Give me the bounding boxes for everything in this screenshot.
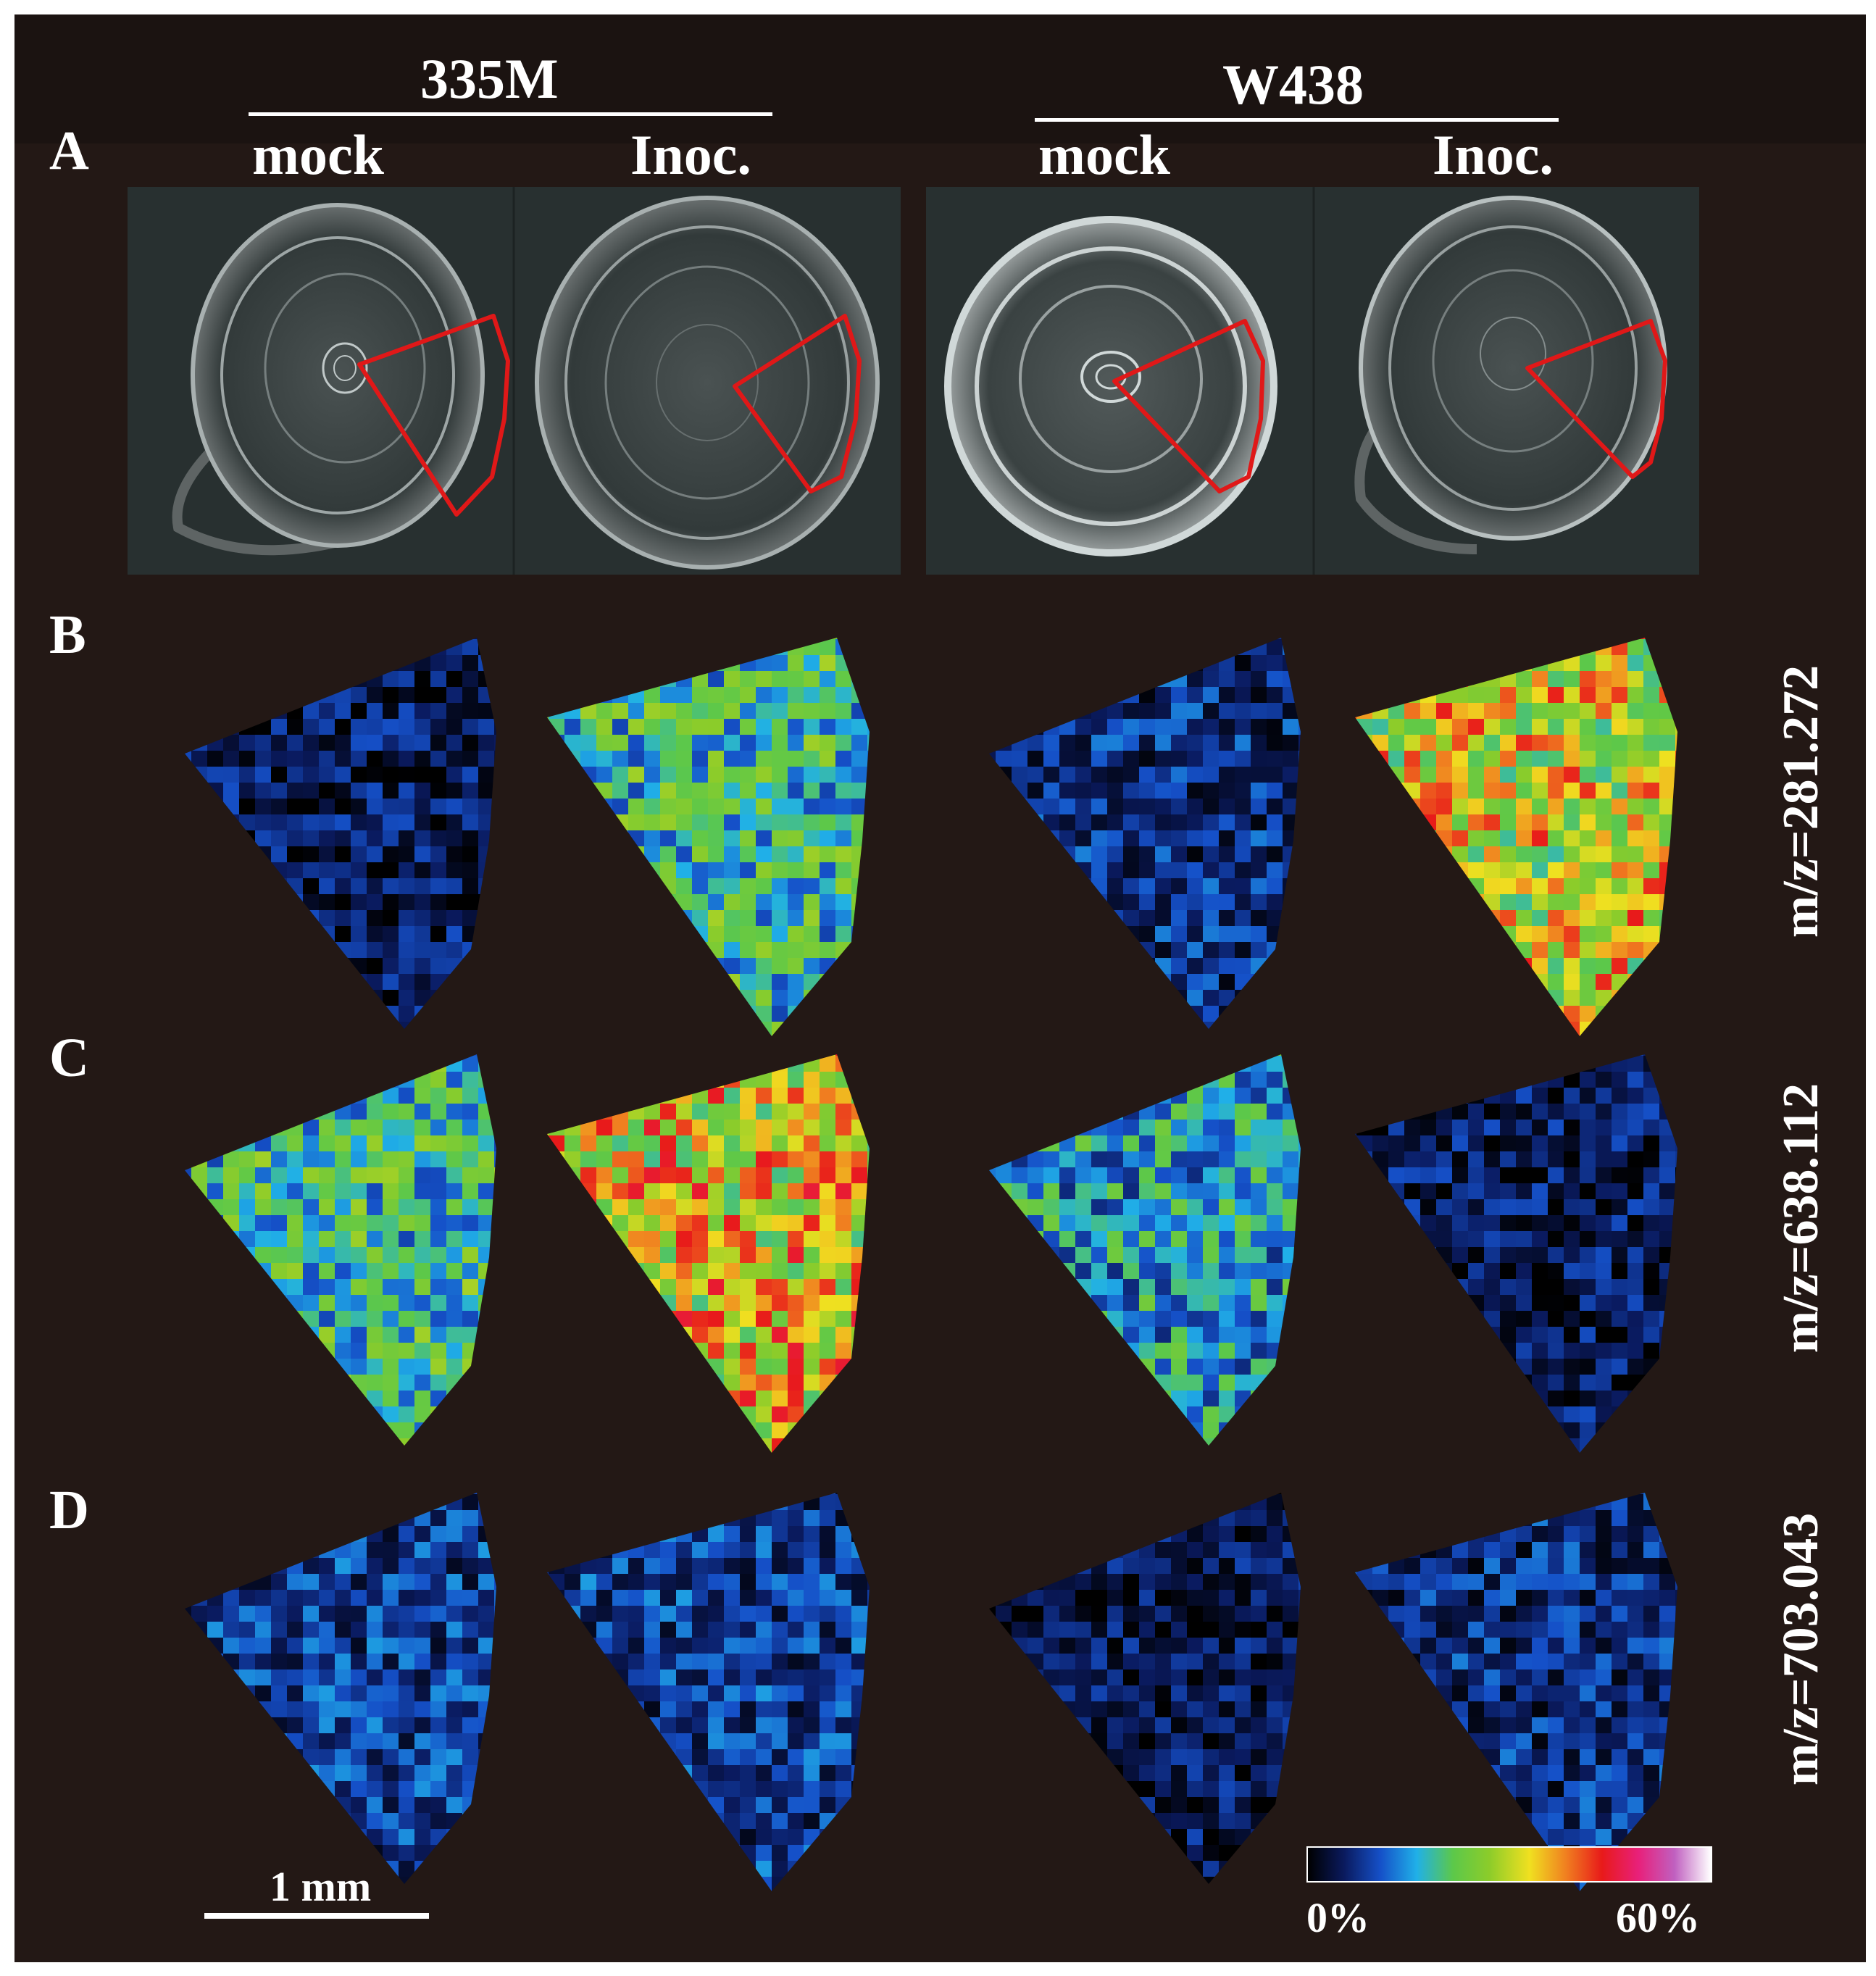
- photo-w438-svg: [944, 187, 1667, 575]
- intensity-map-d-2: [547, 1493, 870, 1891]
- panel-label-d: D: [49, 1480, 89, 1541]
- intensity-pixels: [1355, 1054, 1677, 1453]
- header-band: [14, 14, 1866, 143]
- intensity-map-c-4: [1355, 1054, 1677, 1453]
- panel-label-c: C: [49, 1027, 89, 1088]
- photo-335m-svg: [172, 187, 880, 575]
- group-title-w438: W438: [1222, 53, 1364, 116]
- photo-335m: [128, 187, 901, 575]
- intensity-map-d-1: [185, 1493, 496, 1884]
- figure-frame: 335M W438 mock Inoc. mock Inoc. A B C D: [14, 14, 1866, 1962]
- intensity-map-c-3: [989, 1054, 1301, 1446]
- panel-label-a: A: [49, 120, 89, 181]
- column-title-335m-inoc: Inoc.: [630, 123, 751, 186]
- colorbar-min-label: 0%: [1306, 1894, 1370, 1941]
- intensity-map-b-1: [185, 638, 496, 1029]
- intensity-map-d-3: [989, 1493, 1301, 1884]
- colorbar: [1306, 1846, 1712, 1883]
- intensity-pixels: [185, 638, 496, 1029]
- intensity-map-b-3: [989, 638, 1301, 1029]
- mz-label-b: m/z=281.272: [1773, 664, 1829, 938]
- intensity-pixels: [185, 1054, 496, 1446]
- intensity-pixels: [989, 1054, 1301, 1446]
- intensity-pixels: [185, 1493, 496, 1884]
- stem-section-w438-inoc: [1354, 196, 1667, 554]
- intensity-map-c-2: [547, 1054, 870, 1453]
- panel-label-b: B: [49, 604, 86, 665]
- stem-section-w438-mock: [944, 216, 1277, 556]
- photo-w438: [926, 187, 1699, 575]
- column-title-w438-inoc: Inoc.: [1433, 123, 1554, 186]
- mz-label-d: m/z=703.043: [1773, 1512, 1829, 1786]
- group-rule-w438: [1035, 118, 1559, 122]
- intensity-pixels: [989, 638, 1301, 1029]
- column-title-335m-mock: mock: [252, 123, 384, 186]
- sector-outline-335m-mock: [357, 314, 510, 517]
- sector-outline-w438-mock: [1112, 319, 1265, 493]
- column-title-w438-mock: mock: [1038, 123, 1170, 186]
- sector-outline-335m-inoc: [733, 314, 862, 493]
- intensity-pixels: [989, 1493, 1301, 1884]
- intensity-pixels: [547, 638, 870, 1036]
- sector-outline-w438-inoc: [1525, 319, 1667, 479]
- group-title-335m: 335M: [420, 47, 559, 110]
- colorbar-max-label: 60%: [1616, 1894, 1700, 1941]
- intensity-pixels: [547, 1054, 870, 1453]
- intensity-pixels: [547, 1493, 870, 1891]
- scale-bar: [204, 1913, 429, 1919]
- scale-bar-label: 1 mm: [270, 1863, 372, 1910]
- intensity-map-c-1: [185, 1054, 496, 1446]
- group-rule-335m: [249, 112, 772, 116]
- intensity-map-b-2: [547, 638, 870, 1036]
- mz-label-c: m/z=638.112: [1773, 1083, 1829, 1354]
- intensity-pixels: [1355, 638, 1677, 1036]
- stem-section-335m-mock: [172, 203, 485, 556]
- stem-section-335m-inoc: [535, 196, 880, 570]
- intensity-map-b-4: [1355, 638, 1677, 1036]
